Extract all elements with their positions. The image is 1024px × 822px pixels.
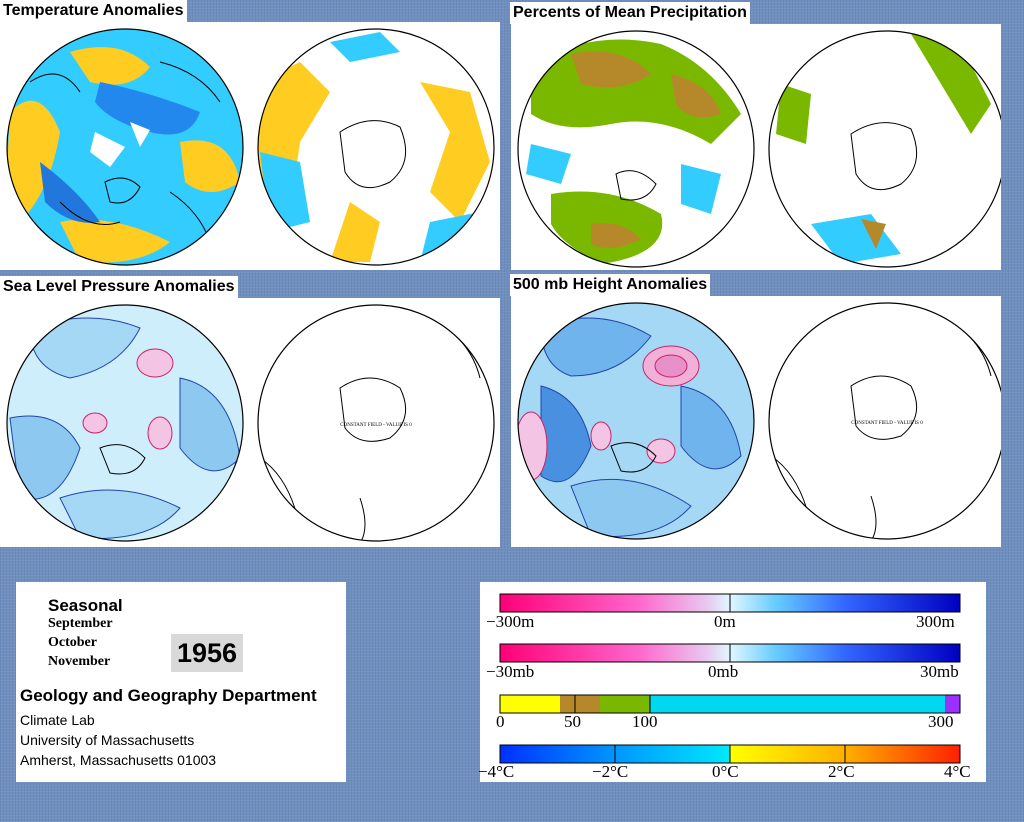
temp-legend-plus4: 4°C — [944, 762, 971, 781]
height-legend-max: 300m — [916, 612, 955, 631]
temperature-panel-title: Temperature Anomalies — [0, 0, 187, 22]
slp-map-panel: CONSTANT FIELD - VALUE IS 0 — [0, 298, 500, 547]
year-badge: 1956 — [171, 634, 243, 672]
info-box: Seasonal September October November 1956… — [16, 582, 346, 782]
month-3: November — [48, 654, 111, 669]
precipitation-nh-globe — [518, 31, 754, 267]
legend-bars — [499, 593, 961, 764]
month-1: September — [48, 616, 113, 631]
slp-sh-globe — [258, 305, 494, 541]
precip-legend-300: 300 — [928, 712, 954, 731]
temp-legend-plus2: 2°C — [828, 762, 855, 781]
address-line-2: University of Massachusetts — [20, 732, 195, 748]
precipitation-panel-title: Percents of Mean Precipitation — [510, 2, 750, 24]
height500-constant-field-note: CONSTANT FIELD - VALUE IS 0 — [851, 421, 923, 426]
legend-box: −300m 0m 300m −30mb 0mb 30mb 0 50 100 30… — [478, 582, 986, 782]
precip-legend-bar — [499, 694, 961, 714]
temperature-map-panel — [0, 22, 500, 270]
precip-legend-100: 100 — [632, 712, 658, 731]
slp-nh-globe — [7, 305, 243, 541]
precip-legend-0: 0 — [496, 712, 505, 731]
month-2: October — [48, 635, 97, 650]
slp-constant-field-note: CONSTANT FIELD - VALUE IS 0 — [340, 423, 412, 428]
precip-legend-50: 50 — [564, 712, 581, 731]
temp-legend-minus4: −4°C — [478, 762, 515, 781]
season-title: Seasonal — [48, 596, 123, 615]
height500-globes: CONSTANT FIELD - VALUE IS 0 — [517, 302, 1001, 540]
precipitation-sh-globe — [769, 31, 1001, 267]
pressure-legend-mid: 0mb — [708, 662, 739, 681]
precipitation-globes — [517, 30, 1001, 268]
address-line-3: Amherst, Massachusetts 01003 — [20, 752, 217, 768]
precipitation-map-panel — [511, 24, 1001, 270]
temperature-sh-globe — [258, 29, 494, 265]
temperature-globes — [6, 28, 495, 266]
temperature-nh-globe — [7, 29, 243, 265]
slp-globes: CONSTANT FIELD - VALUE IS 0 — [6, 304, 495, 542]
department-name: Geology and Geography Department — [20, 686, 317, 705]
height-legend-mid: 0m — [714, 612, 736, 631]
slp-panel-title: Sea Level Pressure Anomalies — [0, 276, 238, 298]
temp-legend-minus2: −2°C — [592, 762, 629, 781]
address-line-1: Climate Lab — [20, 712, 95, 728]
temp-legend-0: 0°C — [712, 762, 739, 781]
pressure-legend-min: −30mb — [486, 662, 535, 681]
height-legend-min: −300m — [486, 612, 535, 631]
pressure-legend-max: 30mb — [920, 662, 959, 681]
height500-map-panel: CONSTANT FIELD - VALUE IS 0 — [511, 296, 1001, 547]
height500-sh-globe — [769, 303, 1001, 539]
height500-nh-globe — [518, 303, 754, 539]
height500-panel-title: 500 mb Height Anomalies — [510, 274, 711, 296]
